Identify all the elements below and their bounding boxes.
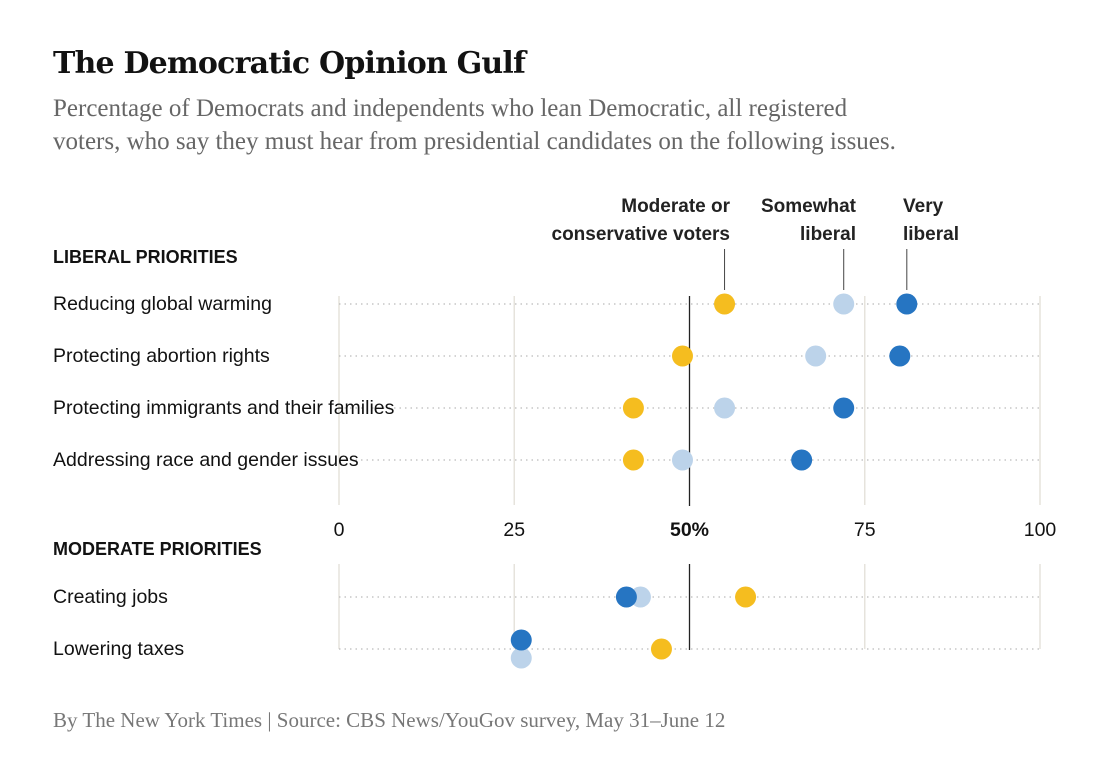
legend-label-som-2: liberal [800, 224, 856, 245]
row-label: Protecting immigrants and their families [53, 397, 395, 419]
legend-label-very-2: liberal [903, 224, 959, 245]
row-label: Addressing race and gender issues [53, 449, 359, 471]
point-very-2-1 [615, 586, 637, 608]
x-tick-label-100: 100 [1024, 519, 1057, 541]
point-som-1-4 [671, 449, 693, 471]
legend-label-mod-2: conservative voters [552, 224, 731, 245]
point-very-1-3 [833, 397, 855, 419]
point-som-1-3 [714, 397, 736, 419]
point-mod-2-1 [735, 586, 757, 608]
point-mod-2-2 [650, 638, 672, 660]
point-mod-1-1 [714, 293, 736, 315]
subtitle-line-2: voters, who say they must hear from pres… [53, 128, 896, 155]
legend-label-mod-1: Moderate or [621, 196, 730, 217]
point-som-1-1 [833, 293, 855, 315]
point-very-1-2 [889, 345, 911, 367]
legend-label-very-1: Very [903, 196, 944, 217]
point-very-1-1 [896, 293, 918, 315]
group-header-2: MODERATE PRIORITIES [53, 539, 262, 559]
point-mod-1-2 [671, 345, 693, 367]
row-label: Creating jobs [53, 586, 168, 608]
group-header-1: LIBERAL PRIORITIES [53, 247, 238, 267]
row-label: Protecting abortion rights [53, 345, 270, 367]
x-tick-label-50: 50% [670, 519, 709, 541]
point-som-1-2 [805, 345, 827, 367]
x-tick-label-75: 75 [854, 519, 876, 541]
source-note: By The New York Times | Source: CBS News… [53, 708, 726, 732]
point-mod-1-4 [622, 449, 644, 471]
x-tick-label-25: 25 [503, 519, 525, 541]
x-tick-label-0: 0 [334, 519, 345, 541]
subtitle-line-1: Percentage of Democrats and independents… [53, 95, 848, 122]
point-very-2-2 [510, 629, 532, 651]
chart-title: The Democratic Opinion Gulf [53, 46, 526, 81]
chart-subtitle: Percentage of Democrats and independents… [53, 92, 1053, 158]
point-som-2-2 [510, 647, 532, 669]
point-very-1-4 [791, 449, 813, 471]
legend-label-som-1: Somewhat [761, 196, 857, 217]
row-label: Lowering taxes [53, 638, 184, 660]
row-label: Reducing global warming [53, 293, 272, 315]
point-mod-1-3 [622, 397, 644, 419]
